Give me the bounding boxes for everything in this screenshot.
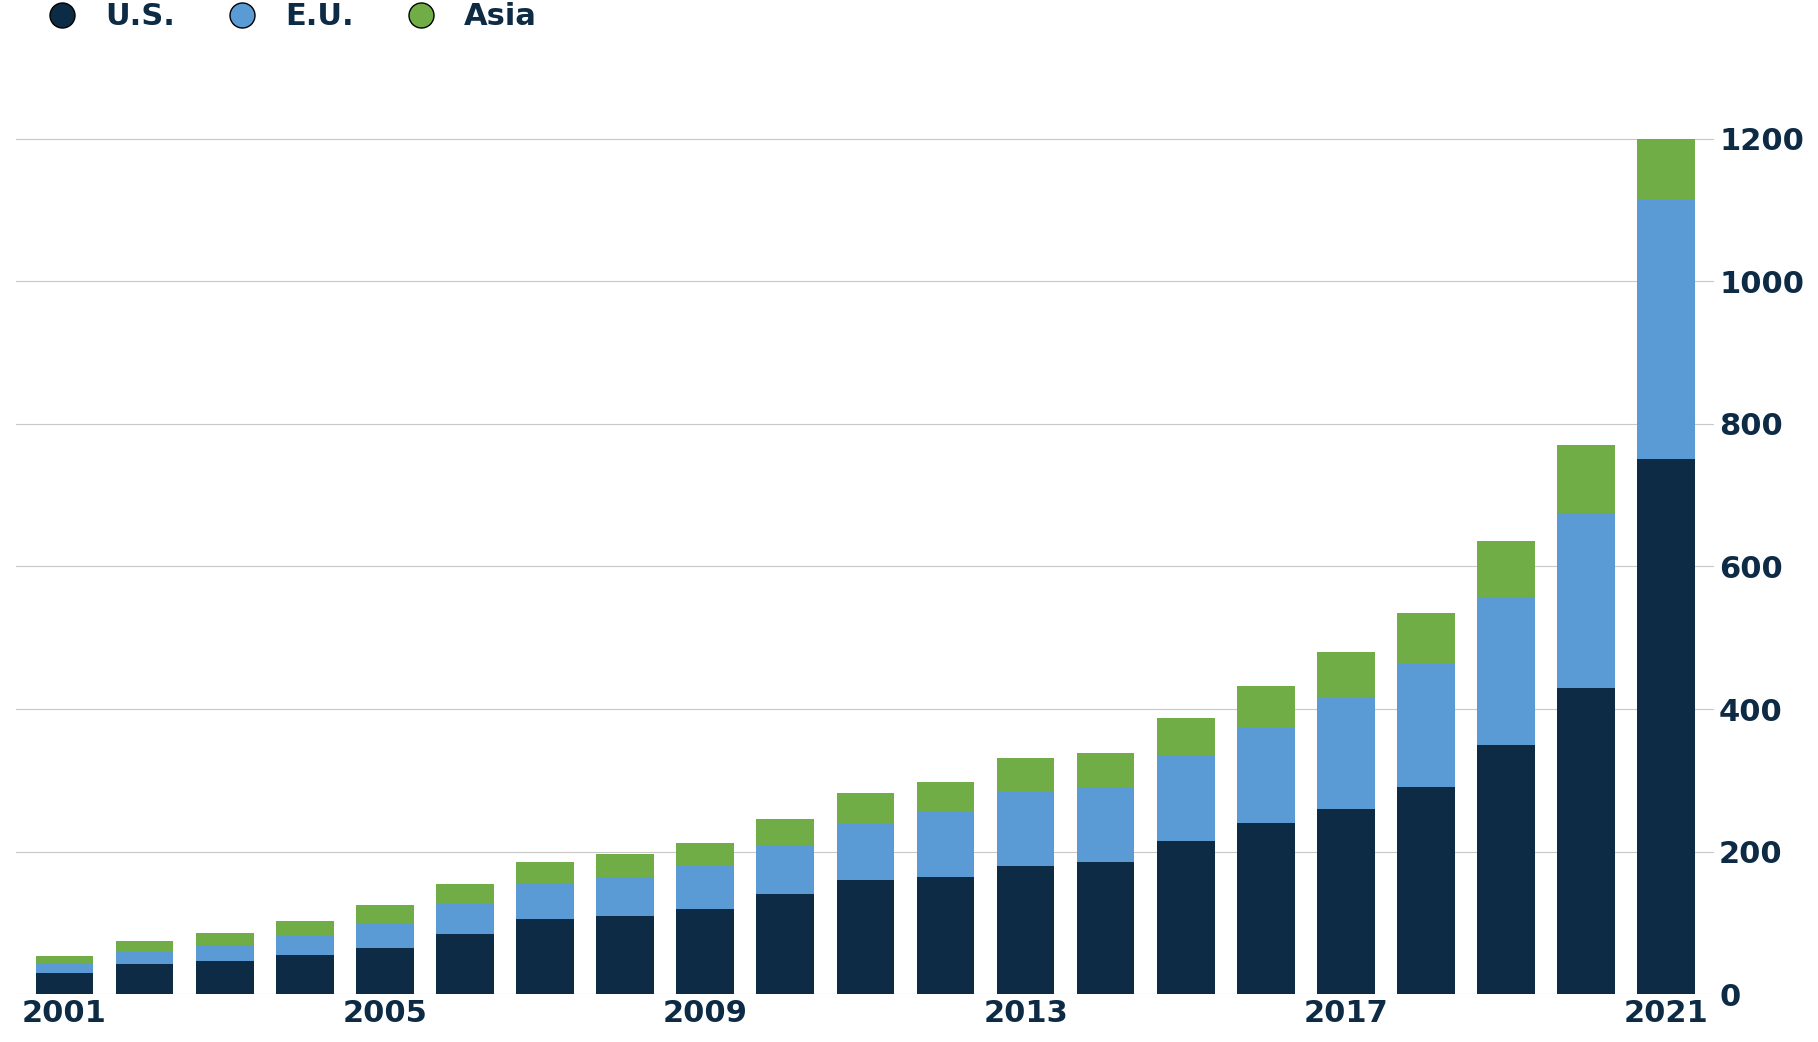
Bar [116,964,173,994]
Bar [436,934,494,994]
Bar [1558,445,1614,513]
Bar [916,876,974,994]
Bar [756,894,814,994]
Bar [276,921,333,935]
Bar [1076,788,1134,863]
Bar [516,919,574,994]
Bar [1478,542,1534,598]
Bar [1478,598,1534,745]
Bar [596,876,654,916]
Bar [1396,788,1454,994]
Bar [916,783,974,813]
Bar [916,813,974,876]
Bar [1638,460,1694,994]
Bar [1156,755,1214,841]
Bar [356,905,415,923]
Bar [116,941,173,951]
Bar [36,973,93,994]
Legend: U.S., E.U., Asia: U.S., E.U., Asia [31,2,536,31]
Bar [676,909,734,994]
Bar [1236,687,1294,727]
Bar [1396,663,1454,788]
Bar [276,935,333,956]
Bar [1316,809,1374,994]
Bar [1558,513,1614,688]
Bar [516,884,574,919]
Bar [676,843,734,866]
Bar [36,956,93,964]
Bar [36,964,93,973]
Bar [1316,652,1374,698]
Bar [1396,613,1454,663]
Bar [1638,199,1694,460]
Bar [1236,823,1294,994]
Bar [436,884,494,903]
Bar [1558,688,1614,994]
Bar [676,866,734,909]
Bar [356,948,415,994]
Bar [436,903,494,934]
Bar [996,791,1054,866]
Bar [1156,718,1214,755]
Bar [356,923,415,948]
Bar [836,880,894,994]
Bar [756,846,814,894]
Bar [1076,863,1134,994]
Bar [196,933,253,945]
Bar [116,951,173,964]
Bar [836,823,894,880]
Bar [756,819,814,846]
Bar [516,863,574,884]
Bar [596,916,654,994]
Bar [276,956,333,994]
Bar [196,961,253,994]
Bar [1156,841,1214,994]
Bar [1478,745,1534,994]
Bar [1076,753,1134,788]
Bar [1638,139,1694,199]
Bar [1236,727,1294,823]
Bar [596,853,654,876]
Bar [1316,698,1374,809]
Bar [196,945,253,961]
Bar [996,758,1054,791]
Bar [996,866,1054,994]
Bar [836,793,894,823]
